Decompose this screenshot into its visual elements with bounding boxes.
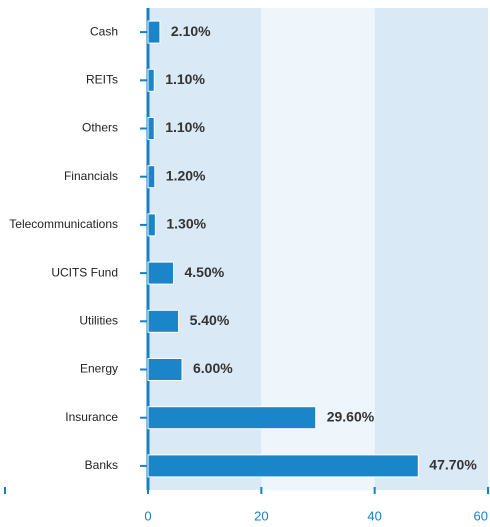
y-tick-label: Insurance — [65, 410, 118, 424]
y-tick-label: Others — [82, 121, 118, 135]
bar — [147, 213, 156, 237]
y-tick-label: UCITS Fund — [51, 265, 118, 279]
bar — [147, 261, 174, 285]
bar — [147, 165, 156, 189]
value-label: 1.30% — [166, 216, 206, 232]
value-label: 4.50% — [185, 264, 225, 280]
value-label: 1.20% — [166, 167, 206, 183]
value-label: 1.10% — [165, 71, 205, 87]
bar — [147, 358, 183, 381]
x-tick-label: 60 — [474, 508, 488, 523]
x-tick-label: 20 — [254, 508, 268, 523]
y-tick-label: Telecommunications — [9, 217, 118, 231]
bar — [147, 68, 155, 92]
bar — [147, 117, 155, 140]
y-tick-label: Energy — [80, 362, 118, 376]
value-label: 29.60% — [327, 408, 375, 424]
value-label: 5.40% — [190, 312, 230, 328]
plot-band — [374, 8, 488, 490]
y-tick-label: Cash — [90, 24, 118, 38]
y-tick-label: REITs — [86, 72, 118, 86]
x-tick-label: 40 — [367, 508, 381, 523]
y-tick-label: Banks — [85, 458, 118, 472]
y-tick-label: Utilities — [79, 313, 118, 327]
bar — [147, 20, 161, 44]
value-label: 2.10% — [171, 23, 211, 39]
value-label: 47.70% — [429, 457, 477, 473]
bar — [147, 454, 419, 478]
x-tick-label: 0 — [144, 508, 151, 523]
value-label: 6.00% — [193, 360, 233, 376]
value-label: 1.10% — [165, 119, 205, 135]
bar — [147, 309, 180, 333]
y-tick-label: Financials — [64, 169, 118, 183]
bar — [147, 406, 317, 430]
